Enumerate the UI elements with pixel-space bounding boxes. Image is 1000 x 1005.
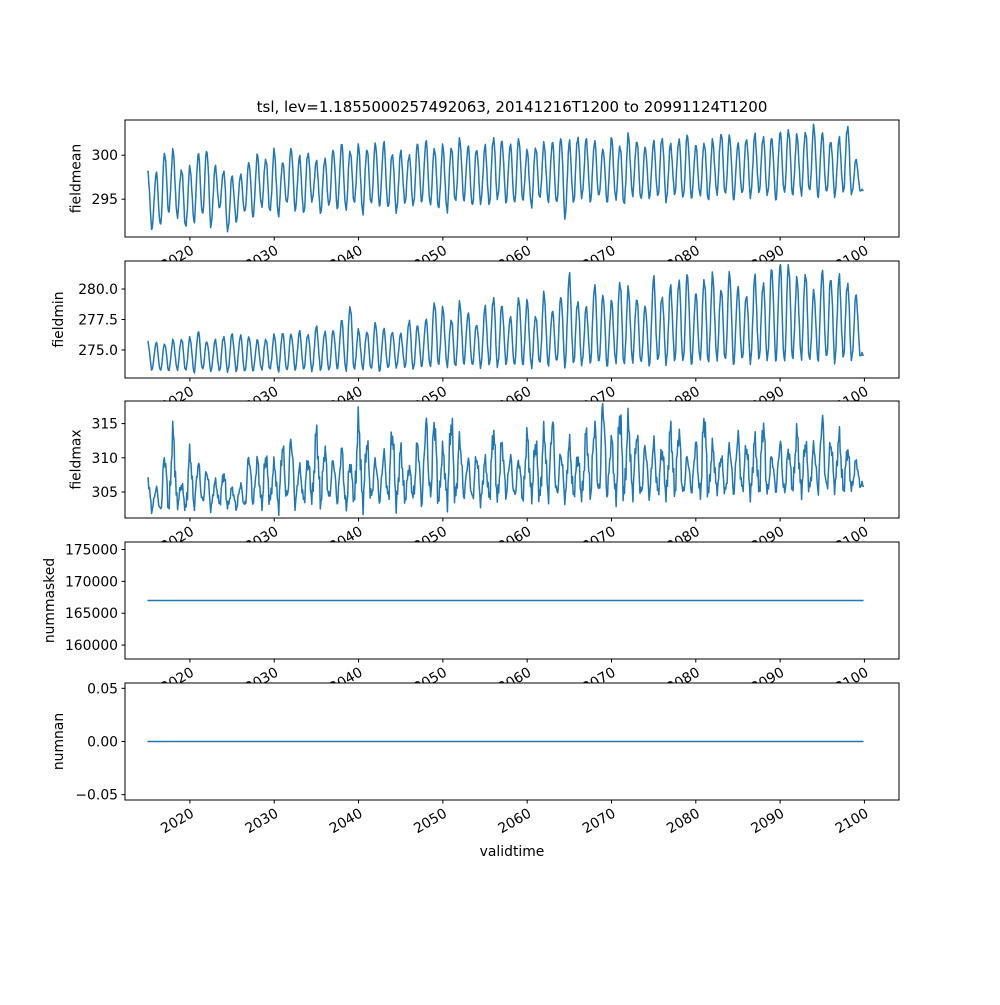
y-tick-label: 0.05: [87, 681, 118, 697]
y-tick-label: 160000: [65, 638, 118, 654]
axes-frame: [124, 541, 900, 660]
y-tick-label: 300: [91, 148, 118, 164]
series-line-fieldmin: [147, 263, 865, 374]
y-tick-label: 165000: [65, 606, 118, 622]
series-line-fieldmean: [146, 123, 864, 233]
y-tick-label: 277.5: [78, 313, 118, 329]
y-tick-label: 280.0: [78, 282, 118, 298]
y-axis-label: numnan: [51, 713, 67, 770]
y-axis-label: fieldmean: [69, 144, 85, 213]
y-tick-label: 0.00: [87, 735, 118, 751]
y-axis-label: fieldmin: [51, 291, 67, 347]
y-tick-label: −0.05: [75, 788, 118, 804]
y-tick-label: 295: [91, 192, 118, 208]
axes-frame: [124, 119, 900, 238]
x-axis-label: validtime: [480, 844, 545, 860]
y-tick-label: 305: [91, 485, 118, 501]
y-tick-label: 175000: [65, 543, 118, 559]
y-axis-label: nummasked: [42, 558, 58, 643]
y-tick-label: 310: [91, 451, 118, 467]
y-tick-label: 275.0: [78, 343, 118, 359]
y-axis-label: fieldmax: [69, 429, 85, 489]
series-line-fieldmax: [146, 402, 865, 517]
chart-title: tsl, lev=1.1855000257492063, 20141216T12…: [257, 98, 768, 116]
y-tick-label: 170000: [65, 574, 118, 590]
y-tick-label: 315: [91, 417, 118, 433]
axes-frame: [124, 400, 900, 519]
